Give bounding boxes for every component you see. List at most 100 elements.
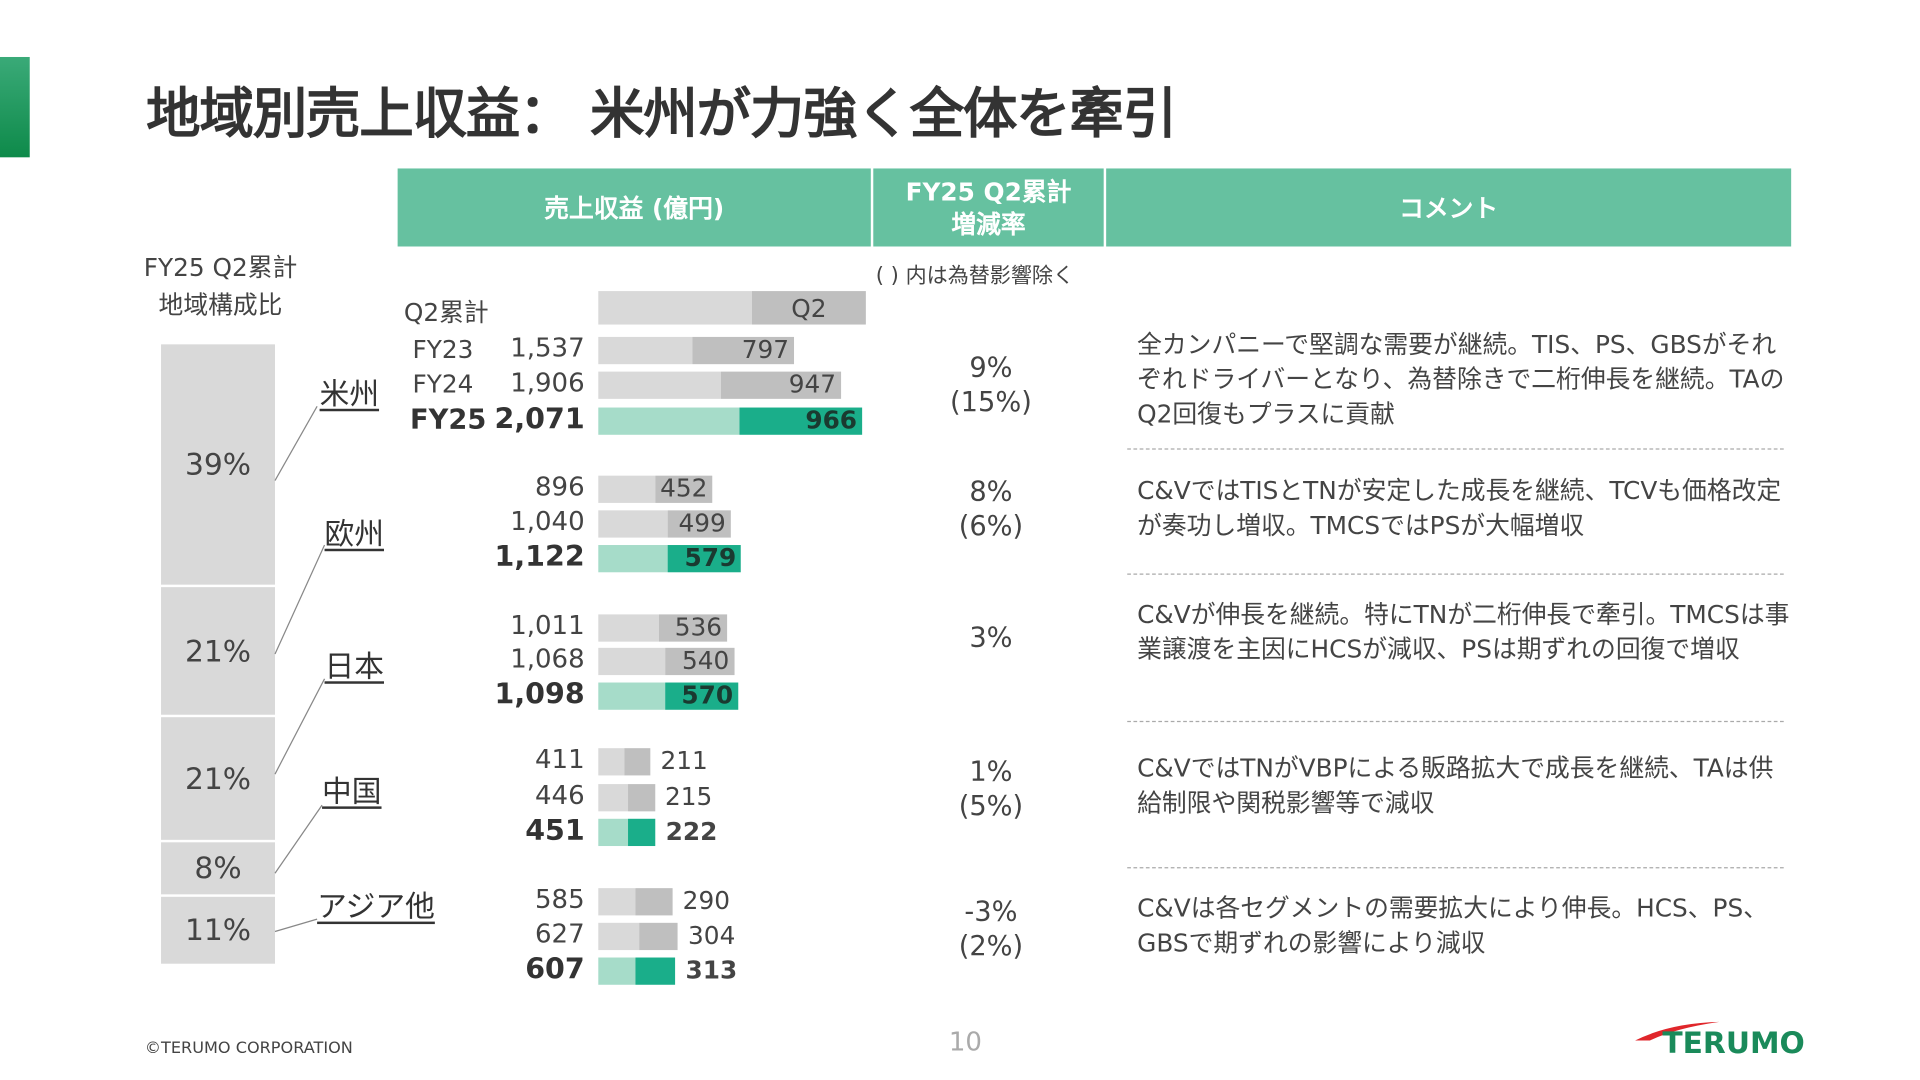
total-value: 1,098 [494,678,585,712]
fy-label-fy24: FY24 [412,369,474,399]
header-growth: FY25 Q2累計 増減率 [873,168,1104,247]
q2-value: 966 [805,405,858,435]
bar-cumulative [598,682,666,710]
fx-note: ( ) 内は為替影響除く [875,263,1075,289]
total-value: 1,011 [510,610,585,641]
bar-cumulative [598,336,693,365]
total-value: 451 [525,815,585,848]
separator [1127,720,1784,723]
header-growth-line1: FY25 Q2累計 [905,176,1072,207]
q2-value: 222 [665,816,718,847]
bar-q2 [635,888,673,916]
bar-q2 [635,957,676,985]
bar-cumulative [598,475,655,503]
growth-value: -3% [964,896,1018,928]
q2-value: 947 [788,369,837,399]
page-number: 10 [948,1026,982,1057]
q2-value: 570 [681,680,734,710]
connector-china [274,804,323,874]
q2-value: 797 [741,334,790,365]
logo-swoosh-icon [1635,1021,1720,1041]
total-value: 896 [535,471,585,502]
bar-cumulative [598,510,668,538]
bar-q2 [720,371,841,399]
q2-value: 304 [688,920,736,951]
total-value: 607 [525,953,585,987]
growth-fx-value: (15%) [950,387,1032,419]
bar-cumulative [598,647,666,676]
separator [1127,573,1784,575]
q2-value: 211 [660,745,708,776]
header-revenue: 売上収益 (億円) [397,168,871,247]
bar-q2 [665,647,735,676]
bar-cumulative [598,784,628,812]
region-asia: アジア他 [317,889,435,925]
total-value: 627 [535,919,585,949]
region-japan: 日本 [324,649,384,684]
connector-asia [274,918,318,933]
bar-q2 [627,784,656,812]
total-value: 1,122 [494,541,585,574]
share-segment-china: 8% [161,842,275,895]
bar-cumulative [598,614,659,642]
bar-cumulative [598,545,668,573]
legend-bar-cumulative [598,291,752,325]
comment-text: C&Vが伸長を継続。特にTNが二桁伸長で牽引。TMCSは事業譲渡を主因にHCSが… [1137,599,1790,664]
bar-cumulative [598,818,628,847]
share-segment-asia: 11% [161,896,275,964]
region-china: 中国 [322,774,382,809]
total-value: 1,906 [510,367,585,398]
q2-value: 579 [684,542,737,573]
logo-text: TERUMO [1662,1025,1805,1061]
share-heading-2: 地域構成比 [158,289,283,320]
bar-cumulative [598,922,640,951]
header-growth-line2: 増減率 [951,208,1026,239]
bar-q2 [654,475,713,503]
growth-fx-value: (2%) [958,931,1024,963]
region-americas: 米州 [319,376,380,412]
connector-europe [274,544,326,655]
q2-value: 540 [682,645,730,676]
growth-value: 9% [969,353,1013,384]
q2-value: 499 [678,507,726,538]
legend-cumulative: Q2累計 [403,297,489,328]
terumo-logo: TERUMO [1633,1018,1831,1060]
accent-bar [0,56,30,158]
growth-rate: 9% (15%) [917,352,1066,421]
growth-value: 8% [969,476,1013,508]
bar-q2 [665,682,739,710]
connector-japan [274,678,326,775]
q2-value: 215 [664,781,713,812]
bar-cumulative [598,957,636,985]
growth-rate: 8% (6%) [917,476,1066,545]
bar-q2 [692,336,794,365]
bar-q2 [739,407,862,435]
fy-label-fy25: FY25 [410,405,487,437]
q2-value: 536 [674,611,723,642]
bar-q2 [658,614,728,642]
comment-text: C&Vは各セグメントの需要拡大により伸長。HCS、PS、GBSで期ずれの影響によ… [1137,893,1769,958]
comment-text: 全カンパニーで堅調な需要が継続。TIS、PS、GBSがそれぞれドライバーとなり、… [1137,329,1785,429]
bar-q2 [627,818,656,847]
bar-cumulative [598,371,721,399]
connector-americas [274,405,318,481]
growth-fx-value: (6%) [958,511,1024,543]
total-value: 1,040 [510,506,585,537]
q2-value: 452 [660,473,708,503]
bar-q2 [623,748,651,776]
total-value: 1,068 [510,644,585,674]
comment-text: C&VではTISとTNが安定した成長を継続、TCVも価格改定が奏功し増収。TMC… [1137,475,1782,541]
header-comment: コメント [1106,168,1792,247]
page-title: 地域別売上収益： 米州が力強く全体を牽引 [146,82,1177,147]
comment-text: C&VではTNがVBPによる販路拡大で成長を継続、TAは供給制限や関税影響等で減… [1137,753,1774,818]
share-segment-japan: 21% [161,717,275,840]
growth-value: 3% [969,623,1013,655]
bar-q2 [639,922,679,951]
total-value: 1,537 [510,333,585,363]
bar-cumulative [598,748,624,776]
growth-rate: 3% [917,622,1066,657]
total-value: 446 [535,780,585,811]
bar-cumulative [598,407,740,435]
